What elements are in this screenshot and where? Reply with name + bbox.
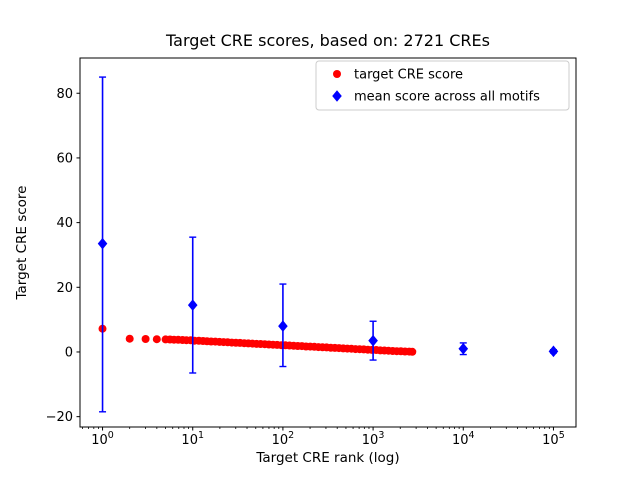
- x-tick-label: 105: [542, 430, 565, 448]
- legend-label-target: target CRE score: [354, 68, 463, 83]
- scatter-point: [125, 334, 134, 343]
- x-tick-label: 100: [91, 430, 114, 448]
- legend-frame: [315, 60, 570, 111]
- y-axis: −20 0 20 40 60 80: [46, 87, 80, 425]
- y-tick-label: 40: [56, 216, 73, 231]
- legend-marker-diamond: [332, 90, 342, 102]
- diamond-marker: [548, 345, 559, 358]
- y-tick-label: −20: [46, 410, 73, 425]
- x-tick-label: 101: [181, 430, 204, 448]
- diamond-marker: [97, 237, 108, 250]
- x-tick-label: 103: [362, 430, 385, 448]
- y-tick-label: 80: [56, 87, 73, 102]
- diamond-marker: [187, 299, 198, 311]
- scatter-point: [408, 347, 417, 356]
- diamond-marker: [278, 320, 288, 332]
- y-tick-label: 20: [56, 281, 73, 296]
- x-axis-label: Target CRE rank (log): [255, 450, 399, 466]
- x-axis: 100 101 102 103 104 105: [82, 427, 565, 448]
- chart-title: Target CRE scores, based on: 2721 CREs: [165, 31, 490, 50]
- legend: target CRE score mean score across all mo…: [315, 60, 570, 111]
- x-tick-label: 102: [272, 430, 295, 448]
- series-target-cre-score: [98, 324, 417, 356]
- legend-label-mean: mean score across all motifs: [354, 90, 540, 105]
- diamond-marker: [458, 342, 469, 355]
- y-tick-label: 60: [56, 151, 73, 166]
- y-axis-label: Target CRE score: [14, 186, 30, 301]
- axes-frame: [79, 57, 577, 428]
- scatter-point: [141, 335, 150, 343]
- scatter-point: [152, 335, 161, 344]
- diamond-marker: [368, 334, 378, 347]
- series-mean-score: [97, 76, 559, 413]
- x-tick-label: 104: [452, 430, 475, 448]
- legend-marker-circle: [333, 70, 341, 78]
- y-tick-label: 0: [65, 345, 73, 360]
